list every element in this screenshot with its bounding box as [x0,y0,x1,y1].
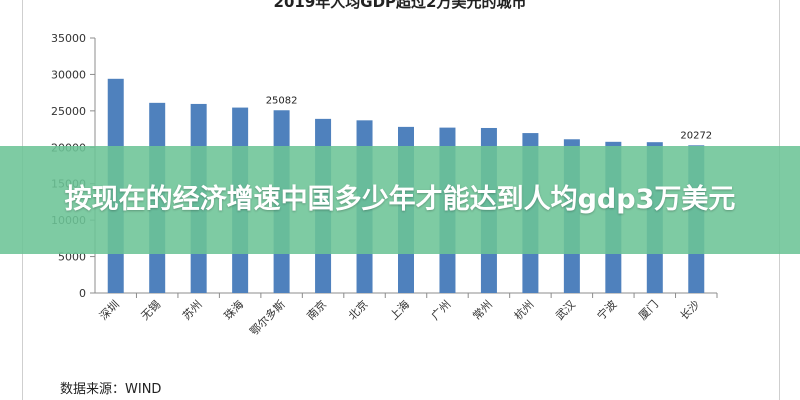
y-tick-label: 25000 [51,105,86,118]
data-label: 25082 [266,95,298,106]
y-tick-label: 0 [79,287,86,300]
overlay-title: 按现在的经济增速中国多少年才能达到人均gdp3万美元 [64,184,736,215]
x-category-label: 无锡 [138,297,163,322]
x-category-label: 厦门 [635,297,660,322]
overlay-banner: 按现在的经济增速中国多少年才能达到人均gdp3万美元 [0,146,800,254]
y-tick-label: 30000 [51,68,86,81]
x-category-label: 南京 [304,297,329,322]
x-category-label: 上海 [387,297,412,322]
x-category-label: 长沙 [678,298,703,323]
x-category-label: 珠海 [221,297,246,322]
source-note: 数据来源：WIND [60,382,162,397]
x-category-label: 武汉 [553,298,578,323]
x-category-label: 常州 [470,298,495,323]
x-category-label: 鄂尔多斯 [247,297,288,338]
x-category-label: 深圳 [97,298,122,323]
chart-title: 2019年人均GDP超过2万美元的城市 [273,0,527,11]
x-category-label: 广州 [429,298,454,323]
x-category-label: 宁波 [594,297,619,322]
data-label: 20272 [680,130,712,141]
x-category-label: 北京 [345,297,370,322]
y-tick-label: 35000 [51,32,86,45]
x-category-label: 苏州 [180,298,205,323]
x-category-label: 杭州 [511,297,536,322]
